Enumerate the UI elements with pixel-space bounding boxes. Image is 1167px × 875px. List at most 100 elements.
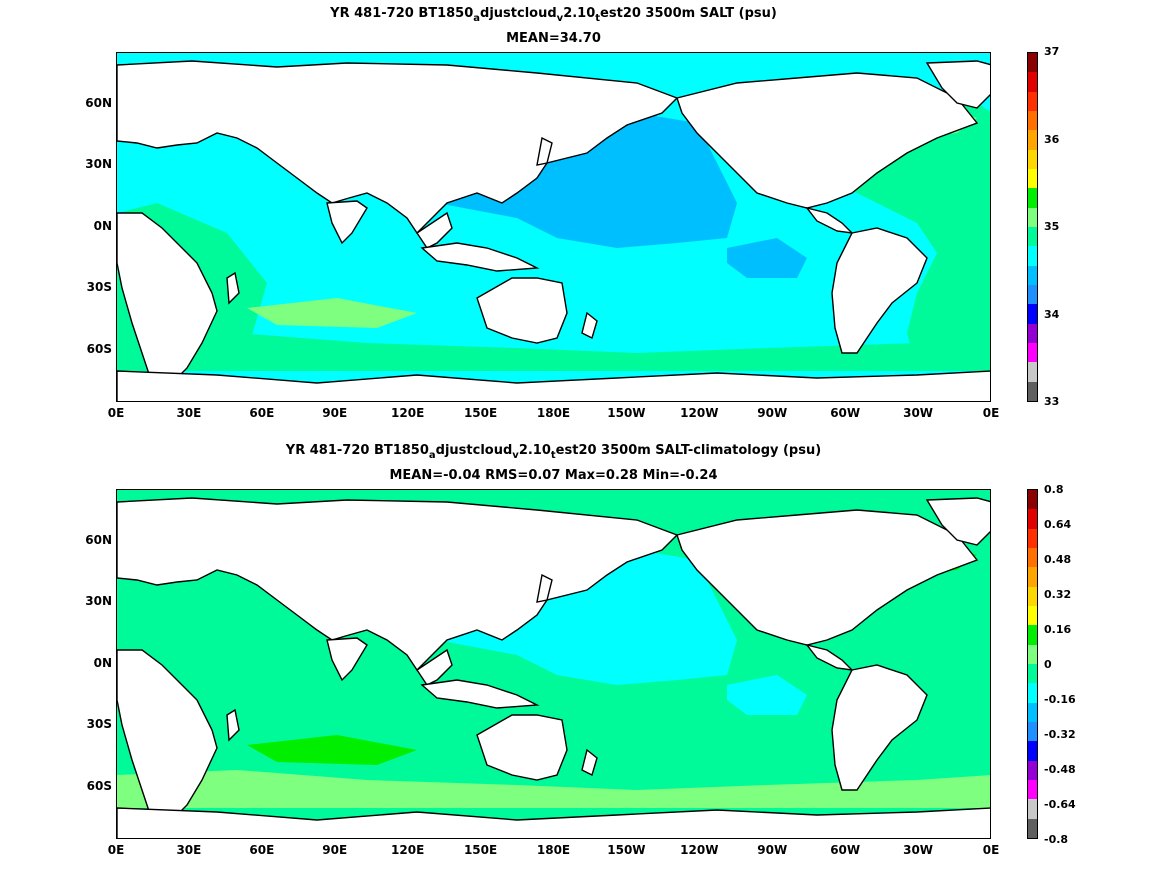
eurasia-land (117, 497, 679, 672)
x-tick-label: 150E (463, 843, 498, 857)
x-tick-label: 120W (680, 843, 719, 857)
colorbar-label: 0.48 (1044, 553, 1072, 566)
colorbar-segment (1028, 721, 1037, 742)
panel1-map-svg (117, 53, 990, 401)
colorbar-segment (1028, 509, 1037, 529)
colorbar-segment (1028, 207, 1037, 227)
x-tick-label: 180E (536, 406, 571, 420)
antarctica-land (117, 807, 990, 838)
x-tick-label: 60W (830, 843, 861, 857)
southern-ocean-band (117, 770, 990, 808)
x-tick-label: 120W (680, 406, 719, 420)
panel2-colorbar (1027, 489, 1038, 839)
colorbar-segment (1028, 779, 1037, 800)
x-tick-label: 30E (176, 406, 202, 420)
colorbar-segment (1028, 586, 1037, 606)
x-tick-label: 30W (903, 406, 934, 420)
colorbar-label: -0.16 (1044, 693, 1076, 706)
panel1-stats: MEAN=34.70 (506, 31, 601, 46)
madagascar-land (226, 708, 240, 742)
colorbar-segment (1028, 644, 1037, 664)
colorbar-label: 0.16 (1044, 623, 1072, 636)
greenland-land (925, 60, 990, 109)
japan-land (536, 573, 553, 603)
x-tick-label: 30W (903, 843, 934, 857)
africa-land (117, 649, 218, 821)
panel2-stats: MEAN=-0.04 RMS=0.07 Max=0.28 Min=-0.24 (389, 468, 718, 483)
x-tick-label: 180E (536, 843, 571, 857)
x-tick-label: 60W (830, 406, 861, 420)
colorbar-segment (1028, 91, 1037, 111)
colorbar-segment (1028, 799, 1037, 819)
colorbar-segment (1028, 323, 1037, 343)
colorbar-segment (1028, 149, 1037, 169)
colorbar-segment (1028, 741, 1037, 761)
colorbar-segment (1028, 760, 1037, 780)
y-tick-label: 30N (85, 594, 112, 608)
colorbar-segment (1028, 381, 1037, 401)
new-zealand-land (581, 311, 598, 340)
north-america-land (676, 509, 979, 646)
y-tick-label: 0N (93, 656, 112, 670)
y-tick-label: 60N (85, 96, 112, 110)
madagascar-land (226, 271, 240, 305)
new-zealand-land (581, 748, 598, 777)
colorbar-segment (1028, 683, 1037, 703)
colorbar-segment (1028, 53, 1037, 73)
y-tick-label: 30S (86, 280, 112, 294)
colorbar-label: -0.32 (1044, 728, 1076, 741)
north-america-land (676, 72, 979, 209)
x-tick-label: 0E (982, 406, 1000, 420)
y-tick-label: 0N (93, 219, 112, 233)
panel2-map (116, 489, 991, 839)
panel2-map-svg (117, 490, 990, 838)
x-tick-label: 90W (757, 843, 788, 857)
colorbar-label: 33 (1044, 395, 1060, 408)
colorbar-segment (1028, 818, 1037, 838)
colorbar-segment (1028, 304, 1037, 324)
colorbar-label: 35 (1044, 220, 1060, 233)
colorbar-segment (1028, 342, 1037, 363)
colorbar-label: 0.64 (1044, 518, 1072, 531)
colorbar-segment (1028, 72, 1037, 92)
y-tick-label: 60S (86, 779, 112, 793)
colorbar-segment (1028, 188, 1037, 208)
y-tick-label: 60N (85, 533, 112, 547)
colorbar-segment (1028, 284, 1037, 305)
australia-land (476, 277, 568, 344)
colorbar-segment (1028, 625, 1037, 645)
colorbar-segment (1028, 490, 1037, 510)
india-land (326, 637, 368, 682)
x-tick-label: 60E (249, 843, 275, 857)
indonesia-land (420, 679, 540, 709)
y-tick-label: 30N (85, 157, 112, 171)
colorbar-segment (1028, 362, 1037, 382)
colorbar-segment (1028, 265, 1037, 285)
eurasia-land (117, 60, 679, 235)
panel1-title: YR 481-720 BT1850adjustcloudv2.10test20 … (330, 6, 777, 24)
southern-accent-field (247, 735, 417, 765)
x-tick-label: 0E (107, 406, 125, 420)
y-tick-label: 30S (86, 717, 112, 731)
x-tick-label: 120E (391, 843, 425, 857)
india-land (326, 200, 368, 245)
panel2-title: YR 481-720 BT1850adjustcloudv2.10test20 … (285, 443, 822, 461)
colorbar-segment (1028, 110, 1037, 131)
colorbar-segment (1028, 246, 1037, 266)
x-tick-label: 30E (176, 843, 202, 857)
panel1-map (116, 52, 991, 402)
colorbar-label: 36 (1044, 133, 1060, 146)
x-tick-label: 90E (322, 406, 348, 420)
southeast-pacific-field (727, 238, 807, 278)
panel1-colorbar (1027, 52, 1038, 402)
africa-land (117, 212, 218, 384)
colorbar-segment (1028, 528, 1037, 548)
x-tick-label: 90E (322, 843, 348, 857)
southern-ocean-band (117, 333, 990, 371)
colorbar-label: -0.48 (1044, 763, 1076, 776)
x-tick-label: 120E (391, 406, 425, 420)
southeast-pacific-field (727, 675, 807, 715)
colorbar-segment (1028, 168, 1037, 189)
south-america-land (831, 227, 928, 354)
x-tick-label: 0E (982, 843, 1000, 857)
